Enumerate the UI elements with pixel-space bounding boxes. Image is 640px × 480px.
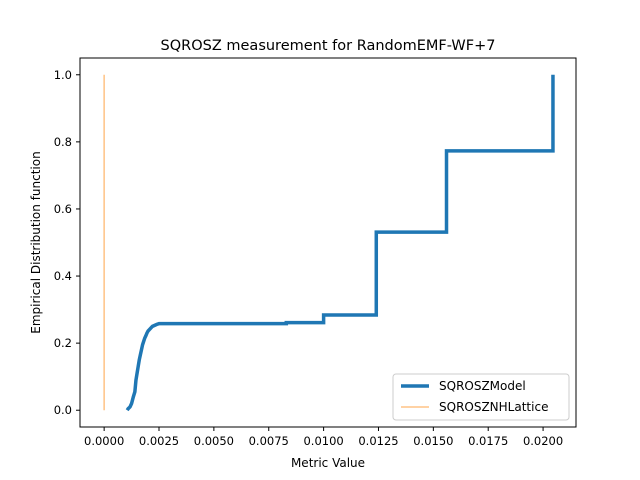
x-tick-label: 0.0075 [249, 434, 289, 448]
x-tick-label: 0.0050 [194, 434, 234, 448]
y-axis-label: Empirical Distribution function [29, 151, 43, 333]
x-tick-label: 0.0200 [523, 434, 563, 448]
x-tick-label: 0.0175 [468, 434, 508, 448]
x-tick-label: 0.0125 [358, 434, 398, 448]
y-tick-label: 0.2 [54, 336, 72, 350]
x-tick-label: 0.0150 [413, 434, 453, 448]
x-tick-label: 0.0025 [139, 434, 179, 448]
x-tick-label: 0.0100 [303, 434, 343, 448]
x-tick-label: 0.0000 [84, 434, 124, 448]
y-tick-label: 0.4 [54, 269, 72, 283]
plot-frame [79, 57, 577, 428]
series-line-0 [125, 74, 555, 412]
legend-box [392, 373, 570, 421]
legend-label-0: SQROSZModel [439, 379, 526, 393]
legend: SQROSZModel SQROSZNHLattice [392, 373, 570, 421]
chart-title: SQROSZ measurement for RandomEMF-WF+7 [161, 38, 496, 54]
legend-label-1: SQROSZNHLattice [439, 400, 548, 414]
series-layer [103, 74, 555, 412]
y-tick-label: 1.0 [54, 68, 72, 82]
y-tick-label: 0.0 [54, 403, 72, 417]
axes-layer: 0.0000 0.0025 0.0050 0.0075 0.0100 0.0125 0.01… [54, 68, 564, 448]
y-tick-label: 0.8 [54, 135, 72, 149]
x-axis-label: Metric Value [291, 456, 365, 470]
y-tick-label: 0.6 [54, 202, 72, 216]
